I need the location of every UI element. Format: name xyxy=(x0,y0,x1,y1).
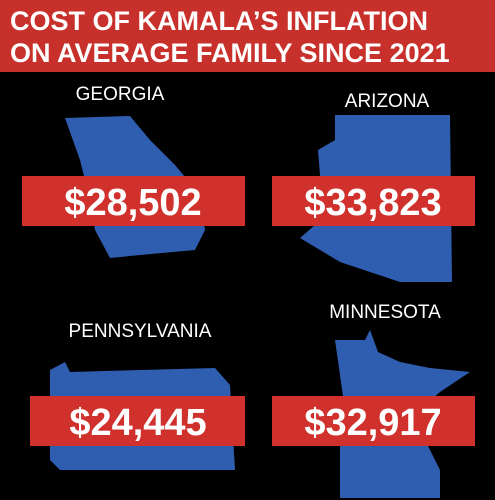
header-band xyxy=(0,0,495,72)
amount: $33,823 xyxy=(304,182,441,224)
state-name: PENNSYLVANIA xyxy=(69,321,212,342)
amount-band xyxy=(22,176,245,226)
amount: $28,502 xyxy=(64,182,201,224)
state-name: MINNESOTA xyxy=(329,302,441,323)
amount-band xyxy=(30,396,245,446)
amount-band xyxy=(272,396,475,446)
state-name: GEORGIA xyxy=(76,84,165,105)
amount-band xyxy=(272,176,475,226)
header-line: COST OF KAMALA’S INFLATION xyxy=(10,6,428,36)
state-name: ARIZONA xyxy=(345,91,430,112)
amount: $24,445 xyxy=(69,402,206,444)
header-line: ON AVERAGE FAMILY SINCE 2021 xyxy=(10,38,450,68)
amount: $32,917 xyxy=(304,402,441,444)
